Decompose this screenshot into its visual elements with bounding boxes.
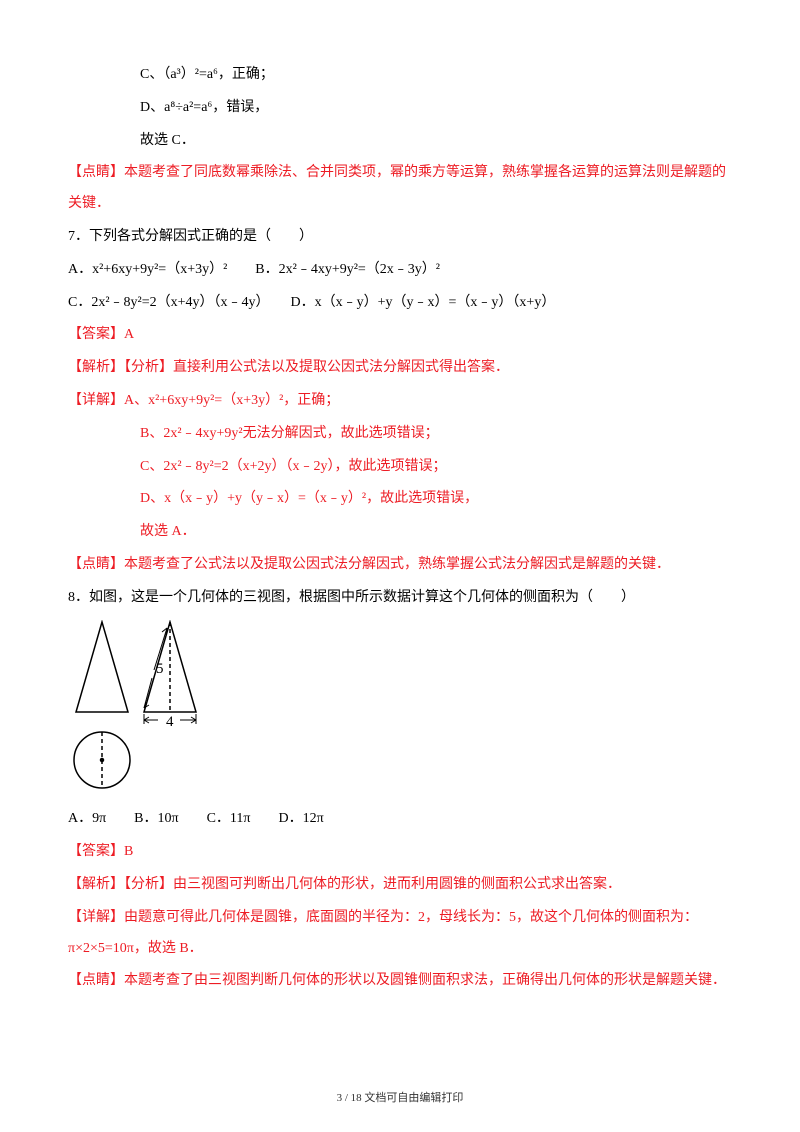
answer-value: B bbox=[124, 844, 133, 859]
question-7: 7．下列各式分解因式正确的是（ ） bbox=[68, 222, 732, 253]
answer-label: 【答案】 bbox=[68, 844, 124, 859]
answer-value: A bbox=[124, 327, 134, 342]
analysis-8: 【解析】【分析】由三视图可判断出几何体的形状，进而利用圆锥的侧面积公式求出答案． bbox=[68, 870, 732, 901]
detail-7-b: B、2x²﹣4xy+9y²无法分解因式，故此选项错误； bbox=[68, 419, 732, 450]
solution-conclusion: 故选 C． bbox=[68, 126, 732, 157]
question-7-options-ab: A．x²+6xy+9y²=（x+3y）² B．2x²﹣4xy+9y²=（2x﹣3… bbox=[68, 255, 732, 286]
tip-label: 【点睛】 bbox=[68, 973, 124, 988]
detail-7-a: 【详解】A、x²+6xy+9y²=（x+3y）²，正确； bbox=[68, 386, 732, 417]
question-8: 8．如图，这是一个几何体的三视图，根据图中所示数据计算这个几何体的侧面积为（ ） bbox=[68, 583, 732, 614]
detail-7-c: C、2x²﹣8y²=2（x+2y）（x﹣2y），故此选项错误； bbox=[68, 452, 732, 483]
three-view-diagram: 5 4 bbox=[66, 620, 732, 813]
detail-8: 【详解】由题意可得此几何体是圆锥，底面圆的半径为：2，母线长为：5，故这个几何体… bbox=[68, 903, 732, 965]
analysis-label: 【解析】【分析】 bbox=[68, 877, 173, 892]
answer-label: 【答案】 bbox=[68, 327, 124, 342]
tip-label: 【点睛】 bbox=[68, 557, 124, 572]
detail-label: 【详解】 bbox=[68, 393, 124, 408]
answer-7: 【答案】A bbox=[68, 320, 732, 351]
tip-line: 【点睛】本题考查了同底数幂乘除法、合并同类项，幂的乘方等运算，熟练掌握各运算的运… bbox=[68, 158, 732, 220]
label-4: 4 bbox=[166, 714, 174, 730]
analysis-label: 【解析】【分析】 bbox=[68, 360, 173, 375]
detail-text: A、x²+6xy+9y²=（x+3y）²，正确； bbox=[124, 393, 339, 408]
tip-8: 【点睛】本题考查了由三视图判断几何体的形状以及圆锥侧面积求法，正确得出几何体的形… bbox=[68, 966, 732, 997]
tip-7: 【点睛】本题考查了公式法以及提取公因式法分解因式，熟练掌握公式法分解因式是解题的… bbox=[68, 550, 732, 581]
tip-text: 本题考查了由三视图判断几何体的形状以及圆锥侧面积求法，正确得出几何体的形状是解题… bbox=[124, 973, 726, 988]
detail-7-conclusion: 故选 A． bbox=[68, 517, 732, 548]
analysis-text: 由三视图可判断出几何体的形状，进而利用圆锥的侧面积公式求出答案． bbox=[173, 877, 621, 892]
analysis-7: 【解析】【分析】直接利用公式法以及提取公因式法分解因式得出答案． bbox=[68, 353, 732, 384]
tip-text: 本题考查了同底数幂乘除法、合并同类项，幂的乘方等运算，熟练掌握各运算的运算法则是… bbox=[68, 165, 726, 211]
detail-7-d: D、x（x﹣y）+y（y﹣x）=（x﹣y）²，故此选项错误， bbox=[68, 484, 732, 515]
analysis-text: 直接利用公式法以及提取公因式法分解因式得出答案． bbox=[173, 360, 509, 375]
question-7-options-cd: C．2x²﹣8y²=2（x+4y）（x﹣4y） D．x（x﹣y）+y（y﹣x）=… bbox=[68, 288, 732, 319]
answer-8: 【答案】B bbox=[68, 837, 732, 868]
tip-text: 本题考查了公式法以及提取公因式法分解因式，熟练掌握公式法分解因式是解题的关键． bbox=[124, 557, 670, 572]
detail-text: 由题意可得此几何体是圆锥，底面圆的半径为：2，母线长为：5，故这个几何体的侧面积… bbox=[68, 910, 698, 956]
tip-label: 【点睛】 bbox=[68, 165, 124, 180]
solution-line-d: D、a⁸÷a²=a⁶，错误， bbox=[68, 93, 732, 124]
detail-label: 【详解】 bbox=[68, 910, 124, 925]
solution-line-c: C、（a³）²=a⁶，正确； bbox=[68, 60, 732, 91]
question-8-options: A．9π B．10π C．11π D．12π bbox=[68, 804, 732, 835]
page-footer: 3 / 18 文档可自由编辑打印 bbox=[0, 1086, 800, 1110]
label-5: 5 bbox=[156, 661, 164, 677]
